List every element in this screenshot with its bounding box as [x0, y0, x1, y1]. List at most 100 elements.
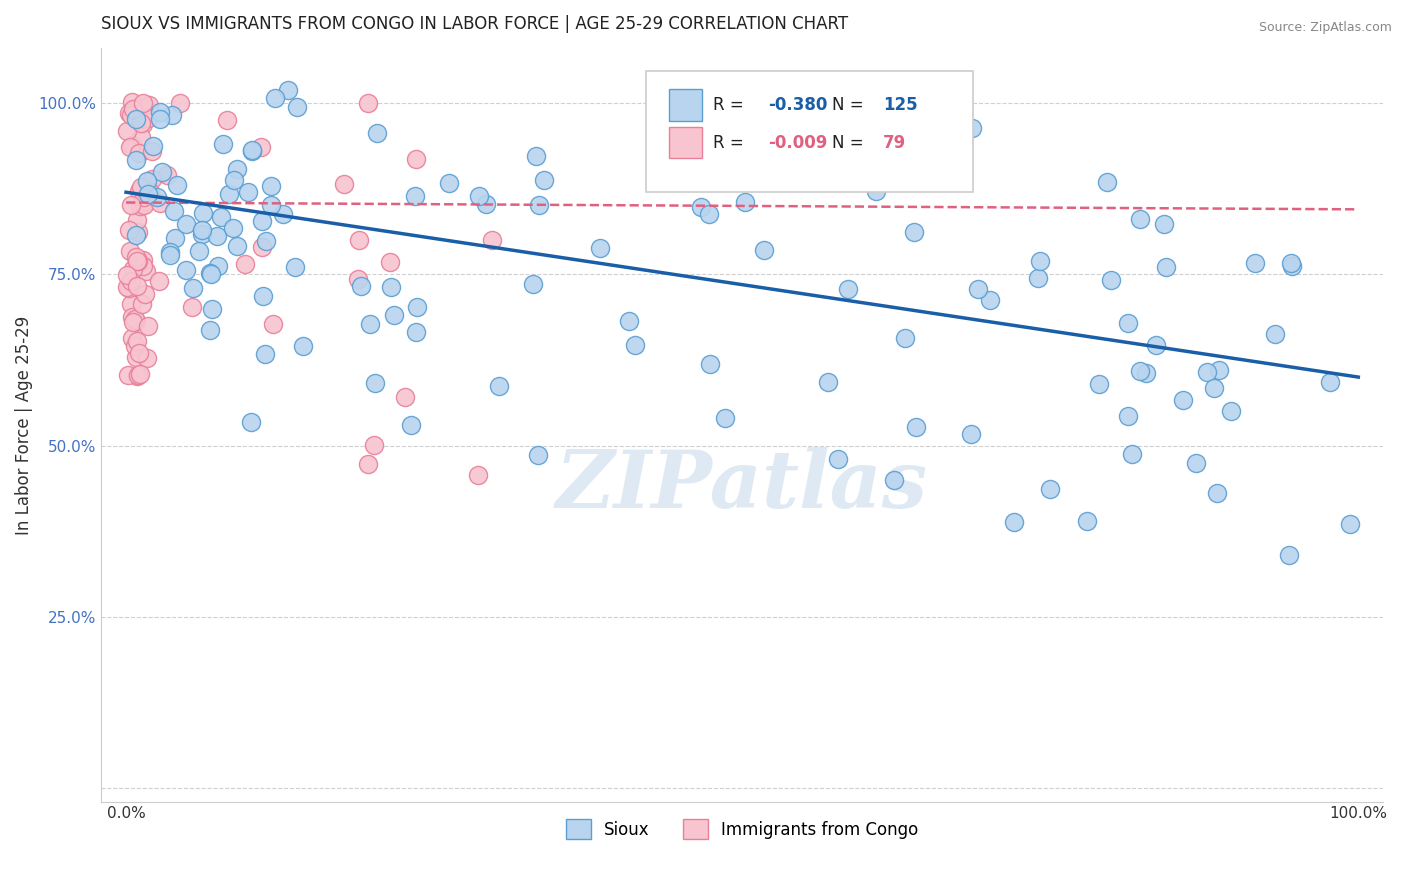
- Point: [121, 138, 143, 153]
- Point: [619, 313, 641, 327]
- Point: [145, 190, 167, 204]
- Point: [139, 185, 162, 199]
- Point: [141, 172, 163, 186]
- Point: [262, 317, 284, 331]
- Point: [1153, 217, 1175, 231]
- Point: [118, 105, 141, 120]
- Point: [198, 323, 221, 337]
- Point: [125, 153, 148, 167]
- Point: [125, 279, 148, 293]
- Point: [405, 326, 427, 340]
- Point: [218, 186, 240, 201]
- Point: [121, 331, 143, 345]
- Point: [481, 233, 503, 247]
- Legend: Sioux, Immigrants from Congo: Sioux, Immigrants from Congo: [560, 813, 925, 846]
- Point: [163, 203, 186, 218]
- Point: [808, 82, 831, 96]
- Point: [121, 315, 143, 329]
- Point: [239, 415, 262, 429]
- Point: [967, 282, 990, 296]
- FancyBboxPatch shape: [669, 127, 703, 159]
- Point: [127, 254, 149, 268]
- Point: [125, 227, 148, 242]
- Point: [1279, 256, 1302, 270]
- Point: [1129, 212, 1152, 227]
- Point: [359, 318, 381, 332]
- Point: [132, 96, 155, 111]
- Point: [292, 339, 315, 353]
- Point: [124, 312, 146, 326]
- Point: [1144, 338, 1167, 352]
- Point: [979, 293, 1001, 308]
- Text: 79: 79: [883, 134, 907, 152]
- Point: [252, 289, 274, 303]
- Point: [1121, 447, 1143, 461]
- Point: [127, 334, 149, 348]
- Point: [1206, 486, 1229, 500]
- Point: [191, 223, 214, 237]
- Point: [1088, 376, 1111, 391]
- Text: ZIPatlas: ZIPatlas: [557, 447, 928, 524]
- Point: [226, 162, 249, 177]
- Point: [128, 345, 150, 359]
- Point: [524, 149, 547, 163]
- Point: [1156, 260, 1178, 275]
- Point: [127, 213, 149, 227]
- Point: [169, 96, 191, 111]
- Point: [136, 351, 159, 365]
- Point: [149, 104, 172, 119]
- Point: [180, 301, 202, 315]
- Point: [207, 259, 229, 273]
- Point: [1129, 364, 1152, 378]
- Point: [404, 189, 426, 203]
- Point: [1281, 260, 1303, 274]
- Point: [960, 427, 983, 442]
- Point: [190, 227, 212, 241]
- Point: [378, 254, 401, 268]
- Point: [176, 263, 198, 277]
- Point: [127, 369, 149, 384]
- Point: [827, 451, 849, 466]
- FancyBboxPatch shape: [669, 89, 703, 120]
- Point: [129, 129, 152, 144]
- Point: [1076, 514, 1098, 528]
- Point: [903, 226, 925, 240]
- Point: [127, 254, 149, 268]
- Point: [1026, 271, 1049, 285]
- Point: [264, 91, 287, 105]
- Point: [149, 112, 172, 126]
- Point: [363, 438, 385, 452]
- Point: [128, 146, 150, 161]
- Point: [135, 264, 157, 278]
- Point: [522, 277, 544, 291]
- Point: [233, 257, 256, 271]
- Point: [697, 207, 720, 221]
- Point: [589, 241, 612, 255]
- Point: [142, 139, 165, 153]
- Point: [118, 281, 141, 295]
- Point: [117, 280, 139, 294]
- Point: [150, 164, 173, 178]
- Point: [734, 194, 756, 209]
- Point: [117, 368, 139, 383]
- Point: [117, 223, 139, 237]
- Point: [159, 248, 181, 262]
- Point: [240, 143, 263, 157]
- Point: [121, 103, 143, 117]
- Point: [1116, 316, 1139, 330]
- Point: [128, 184, 150, 198]
- Point: [240, 144, 263, 158]
- Point: [117, 123, 139, 137]
- Text: N =: N =: [832, 134, 869, 152]
- Point: [714, 411, 737, 425]
- Point: [120, 140, 142, 154]
- Point: [127, 225, 149, 239]
- Point: [117, 268, 139, 282]
- Text: N =: N =: [832, 96, 869, 114]
- Point: [1171, 392, 1194, 407]
- Point: [120, 198, 142, 212]
- Point: [475, 197, 498, 211]
- Point: [405, 152, 427, 166]
- Text: -0.380: -0.380: [768, 96, 827, 114]
- Point: [129, 367, 152, 381]
